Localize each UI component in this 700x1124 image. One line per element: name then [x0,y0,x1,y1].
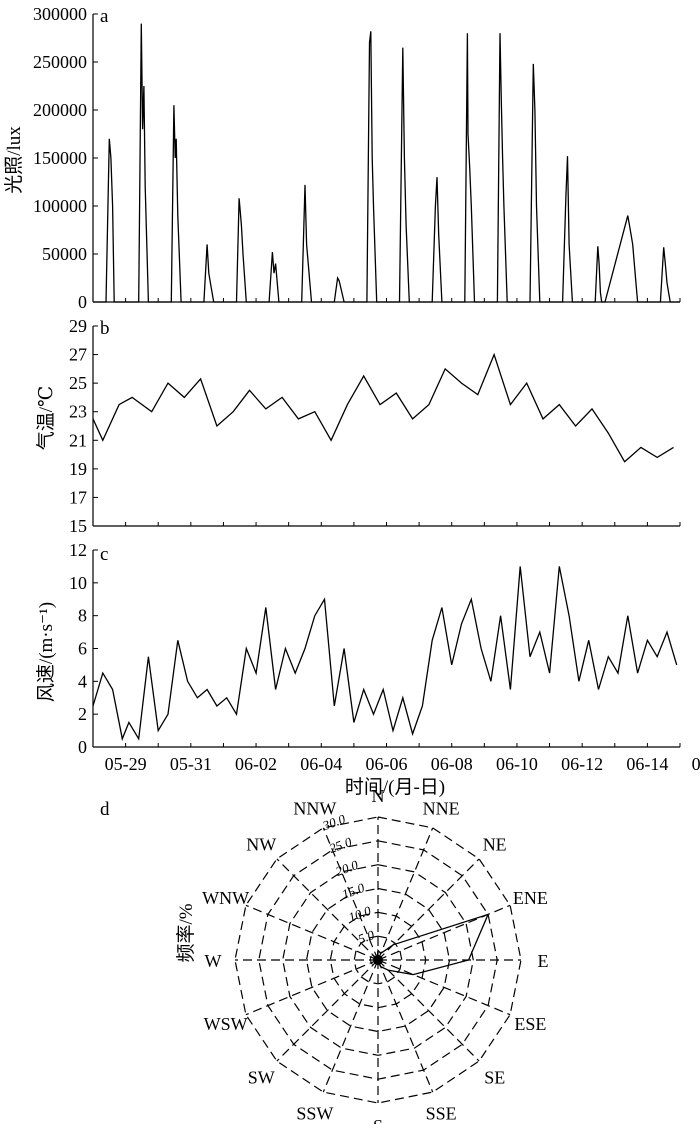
panel-b-yticks: 15 17 19 21 23 25 27 29 [69,316,98,536]
y-tick-label: 29 [69,316,87,336]
panel-d-center [373,955,383,965]
y-tick-label: 50000 [42,244,87,264]
y-tick-label: 12 [69,540,87,560]
radar-direction-label: SE [484,1068,505,1088]
radar-direction-label: NNW [293,799,336,819]
panel-d-ylabel: 频率/% [175,903,197,962]
y-tick-label: 21 [69,430,87,450]
radar-r-tick-label: 10.0 [346,903,373,925]
panel-d-direction-labels: N NNE NE ENE E ESE SE SSE S SSW SW WSW W WNW NW NNW [202,786,548,1124]
y-tick-label: 8 [78,606,87,626]
x-tick-label: 05-31 [170,754,212,774]
y-tick-label: 200000 [33,100,87,120]
radar-ring [234,816,522,1104]
radar-spoke [245,959,379,1016]
panel-a: a 0 50000 100000 150000 200000 250000 300000 光… [3,4,680,312]
panel-c-xlabel: 时间/(月-日) [345,776,445,798]
x-tick-label: 06-06 [366,754,408,774]
radar-direction-label: N [372,786,385,806]
radar-spoke [322,959,379,1093]
panel-a-light-line [93,23,680,303]
radar-direction-label: NE [483,834,507,854]
radar-direction-label: WNW [202,888,249,908]
radar-direction-label: SSW [296,1103,333,1123]
x-tick-label: 06-16 [692,754,700,774]
panel-c-wind-line [92,566,678,742]
radar-ring [305,887,451,1033]
y-tick-label: 25 [69,373,87,393]
x-tick-label: 05-29 [105,754,147,774]
panel-c-ylabel: 风速/(m·s⁻¹) [35,602,57,702]
panel-a-yticks: 0 50000 100000 150000 200000 250000 300000 [33,4,98,312]
y-tick-label: 27 [69,345,87,365]
radar-direction-label: NNE [423,799,460,819]
panel-d-frequency-polygon [371,913,490,976]
y-tick-label: 2 [78,704,87,724]
x-tick-label: 06-02 [235,754,277,774]
panel-a-ylabel: 光照/lux [3,126,25,194]
panel-b-letter: b [100,318,110,339]
panel-a-letter: a [100,6,109,27]
radar-r-tick-label: 15.0 [340,880,367,902]
panel-c-letter: c [100,544,108,565]
radar-direction-label: ENE [513,888,548,908]
x-tick-label: 06-08 [431,754,473,774]
radar-r-tick-label: 20.0 [334,857,361,879]
radar-spoke [377,858,480,961]
radar-direction-label: NW [246,834,276,854]
y-tick-label: 15 [69,516,87,536]
y-tick-label: 6 [78,639,87,659]
radar-direction-label: E [538,951,549,971]
x-tick-label: 06-14 [626,754,668,774]
y-tick-label: 0 [78,737,87,757]
x-tick-label: 06-12 [561,754,603,774]
radar-spoke [377,959,434,1093]
radar-spoke [276,858,379,961]
panel-b-temperature-line [92,352,674,463]
radar-r-tick-label: 25.0 [327,834,354,856]
radar-ring [282,864,474,1056]
x-tick-label: 06-10 [496,754,538,774]
y-tick-label: 17 [69,487,87,507]
y-tick-label: 23 [69,402,87,422]
radar-direction-label: WSW [204,1014,248,1034]
radar-direction-label: S [373,1116,383,1124]
y-tick-label: 100000 [33,196,87,216]
radar-direction-label: SW [248,1068,275,1088]
panel-d-letter: d [100,799,110,820]
y-tick-label: 300000 [33,4,87,24]
radar-direction-label: ESE [514,1014,546,1034]
y-tick-label: 150000 [33,148,87,168]
radar-direction-label: W [205,951,222,971]
y-tick-label: 0 [78,292,87,312]
radar-spoke [276,959,379,1062]
radar-direction-label: SSE [426,1103,457,1123]
panel-d-grid [234,816,522,1104]
radar-spoke [245,904,379,961]
radar-r-tick-label: 0 [367,951,379,967]
panel-c: c 0 2 4 6 8 10 12 05-29 05-31 06-02 06-04 06-06 06-… [35,540,700,798]
radar-spoke [377,827,434,961]
panel-d: d 频率/% N NNE NE ENE E ESE SE SSE S SSW SW WSW W WNW NW… [100,786,549,1124]
radar-ring [353,935,403,985]
x-tick-label: 06-04 [300,754,342,774]
panel-b: b 15 17 19 21 23 25 27 29 气温/℃ [35,316,674,536]
y-tick-label: 19 [69,459,87,479]
radar-spoke [322,827,379,961]
panel-c-yticks: 0 2 4 6 8 10 12 [69,540,98,757]
radar-spoke [377,959,480,1062]
y-tick-label: 4 [78,671,87,691]
radar-spoke [377,959,511,1016]
y-tick-label: 250000 [33,52,87,72]
panel-d-radial-ticks: 05.010.015.020.025.030.0 [320,811,379,968]
radar-r-tick-label: 5.0 [356,927,377,947]
y-tick-label: 10 [69,573,87,593]
panel-c-xticks: 05-29 05-31 06-02 06-04 06-06 06-08 06-10 06-12… [105,754,700,774]
panel-b-ylabel: 气温/℃ [35,386,57,451]
